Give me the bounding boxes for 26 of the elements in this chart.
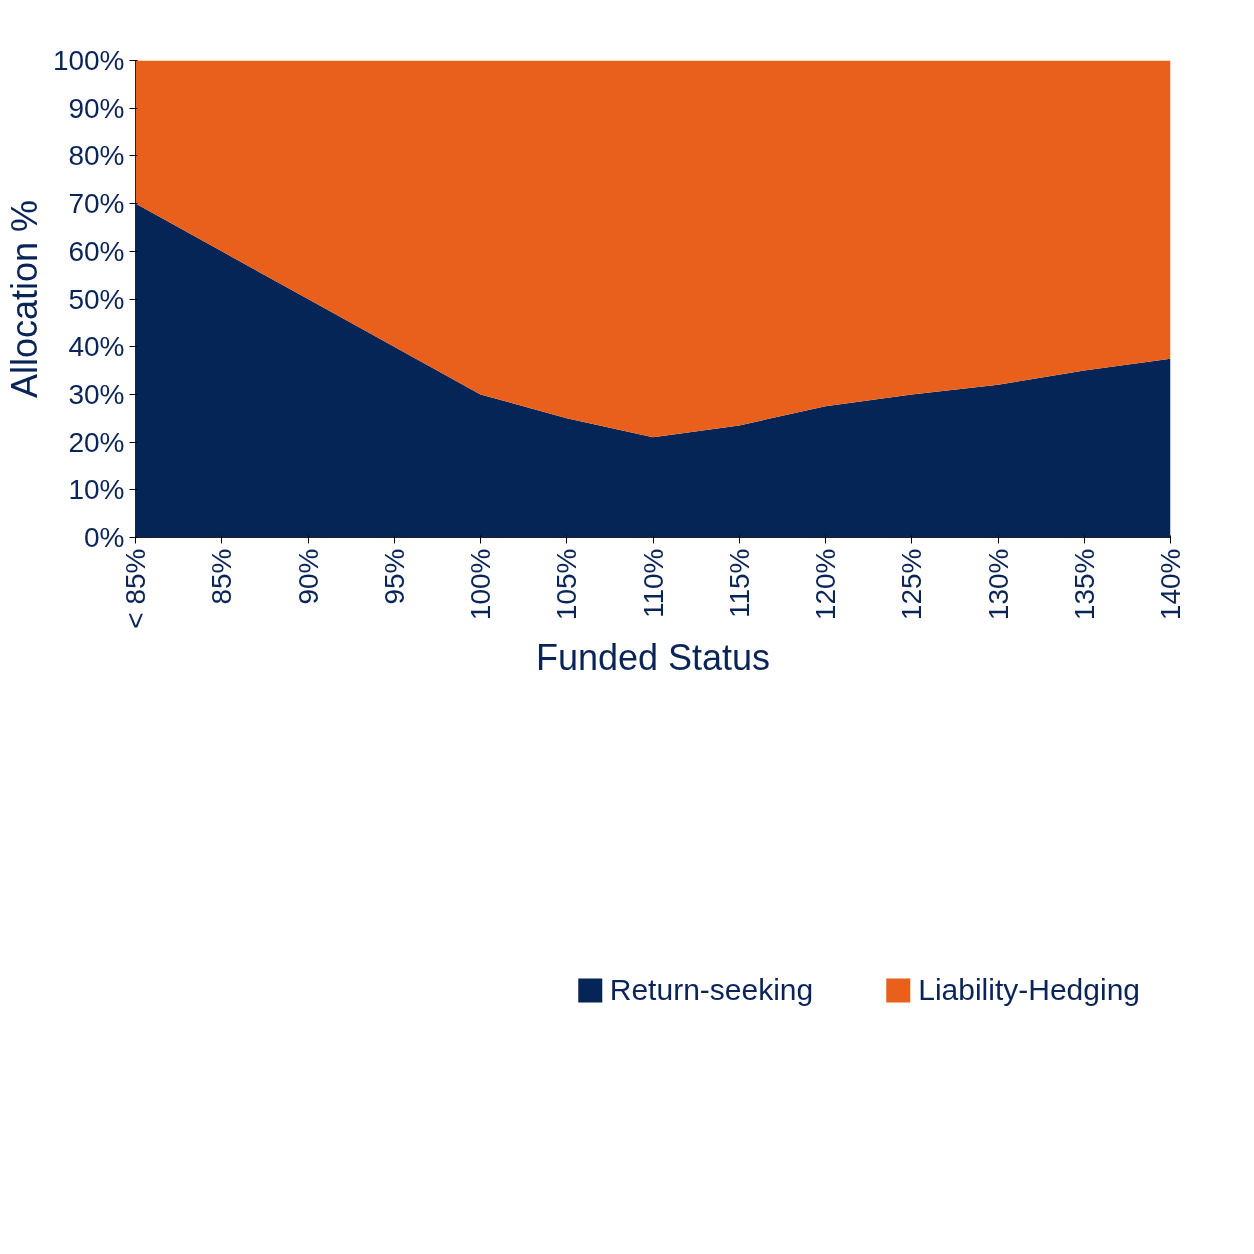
y-tick-label: 90% xyxy=(68,92,125,124)
y-tick-label: 10% xyxy=(68,474,125,506)
y-axis-title: Allocation % xyxy=(3,199,45,399)
y-tick-label: 80% xyxy=(68,140,125,172)
x-axis-title: Funded Status xyxy=(535,636,771,678)
x-tick-label: 100% xyxy=(465,548,496,621)
x-tick-label: 125% xyxy=(896,548,928,621)
x-tick-label: 130% xyxy=(982,548,1014,621)
x-tick-label: 140% xyxy=(1155,548,1186,621)
y-tick-label: 40% xyxy=(68,331,125,363)
y-tick-label: 100% xyxy=(52,45,125,76)
y-tick-label: 70% xyxy=(68,188,125,220)
x-tick-label: 95% xyxy=(378,548,410,605)
x-tick-label: 120% xyxy=(810,548,841,621)
y-tick-label: 60% xyxy=(68,235,125,267)
x-tick-label: 85% xyxy=(206,548,238,605)
y-tick-label: 20% xyxy=(68,426,125,458)
x-tick-label: 135% xyxy=(1068,548,1100,621)
legend-label: Return-seeking xyxy=(609,973,814,1007)
x-tick-label: 90% xyxy=(292,548,324,605)
y-tick-label: 30% xyxy=(68,378,125,410)
y-tick-label: 50% xyxy=(68,283,125,315)
x-tick-label: 105% xyxy=(551,548,583,621)
legend-label: Liability-Hedging xyxy=(918,973,1140,1007)
x-tick-label: 115% xyxy=(723,548,755,619)
x-tick-label: 110% xyxy=(637,548,669,619)
